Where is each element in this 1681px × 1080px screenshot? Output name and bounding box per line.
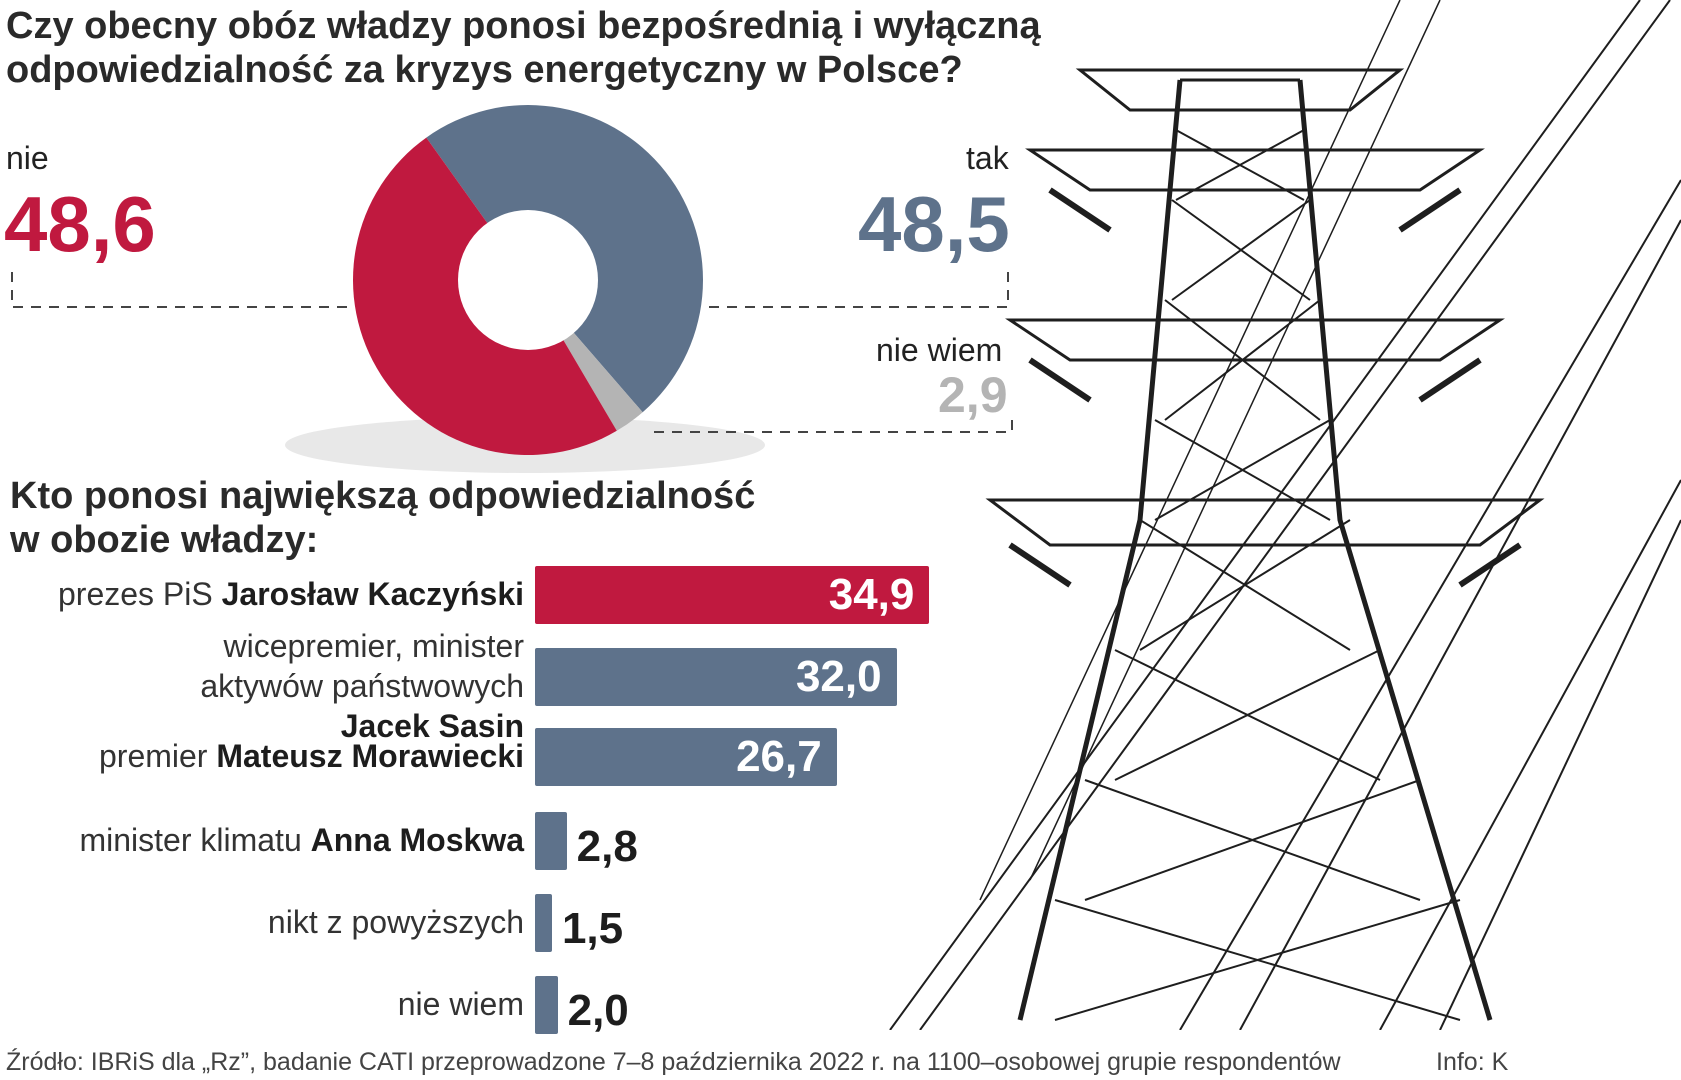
bar-label: premier Mateusz Morawiecki	[0, 736, 524, 776]
bar-label-name: Mateusz Morawiecki	[216, 738, 524, 774]
bar-value: 2,0	[567, 986, 629, 1035]
pie-value-niewiem: 2,9	[938, 367, 1008, 423]
bar-label: minister klimatu Anna Moskwa	[0, 820, 524, 860]
bar-label: prezes PiS Jarosław Kaczyński	[0, 574, 524, 614]
bar-label-name: Jarosław Kaczyński	[221, 576, 524, 612]
donut-hole	[458, 210, 598, 350]
chart-title: Czy obecny obóz władzy ponosi bezpośredn…	[6, 5, 1041, 91]
bar-label-prefix: nikt z powyższych	[267, 904, 524, 940]
bar-label-prefix: wicepremier, minister aktywów państwowyc…	[200, 628, 524, 704]
bar-label: nikt z powyższych	[0, 902, 524, 942]
bar-value: 1,5	[561, 904, 624, 953]
pie-label-nie: nie	[6, 140, 49, 176]
tak-leader-line	[705, 272, 1009, 308]
bar	[535, 566, 930, 624]
bar-label-prefix: minister klimatu	[79, 822, 311, 858]
bar-value: 34,9	[828, 570, 915, 619]
bar-value: 26,7	[736, 732, 822, 781]
bar-label: nie wiem	[0, 984, 524, 1024]
pie-label-niewiem: nie wiem	[876, 332, 1003, 368]
bar-label-prefix: premier	[98, 738, 217, 774]
pie-label-tak: tak	[966, 140, 1009, 176]
bar-label-prefix: nie wiem	[397, 986, 524, 1022]
bar-value: 2,8	[576, 822, 638, 871]
pie-value-tak: 48,5	[858, 180, 1010, 268]
bar-chart-title: Kto ponosi największą odpowiedzialność w…	[10, 475, 756, 561]
bar-value: 32,0	[795, 652, 882, 701]
bar	[535, 648, 897, 706]
bar-label-name: Jacek Sasin	[340, 708, 524, 744]
bar-label-name: Anna Moskwa	[310, 822, 524, 858]
bar	[535, 894, 552, 952]
bar	[535, 728, 837, 786]
info-credit: Info: K	[1436, 1048, 1509, 1076]
bar-label: wicepremier, minister aktywów państwowyc…	[104, 626, 524, 746]
bar	[535, 812, 567, 870]
power-tower-illustration	[889, 0, 1681, 1030]
niewiem-leader-line	[650, 420, 1013, 433]
bar-label-prefix: prezes PiS	[57, 576, 222, 612]
nie-leader-line	[11, 272, 350, 308]
bar	[535, 976, 558, 1034]
pie-value-nie: 48,6	[4, 180, 156, 268]
source-note: Źródło: IBRiS dla „Rz”, badanie CATI prz…	[6, 1048, 1341, 1076]
